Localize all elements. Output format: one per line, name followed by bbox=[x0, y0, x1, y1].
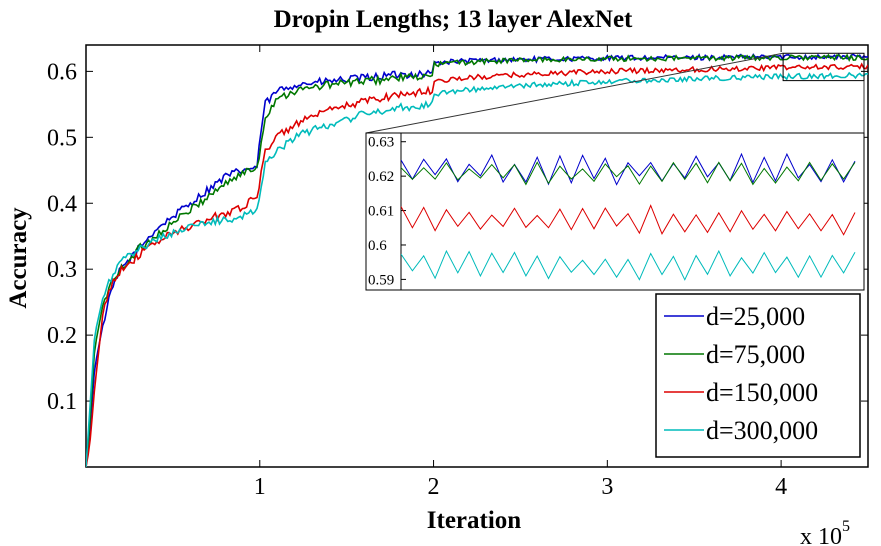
legend-label: d=25,000 bbox=[706, 302, 805, 331]
zoom-region bbox=[782, 52, 865, 82]
series-line bbox=[86, 62, 868, 467]
y-tick-label: 0.5 bbox=[47, 125, 77, 151]
x-multiplier-exponent: 5 bbox=[842, 518, 850, 535]
series-line bbox=[86, 53, 868, 467]
x-tick-label: 1 bbox=[254, 474, 266, 500]
x-tick-label: 2 bbox=[428, 474, 440, 500]
legend-label: d=150,000 bbox=[706, 378, 818, 407]
x-axis-label: Iteration bbox=[427, 507, 522, 534]
x-axis-multiplier: x 105 bbox=[800, 518, 850, 546]
y-tick-label: 0.4 bbox=[47, 191, 77, 217]
inset-series-line bbox=[401, 204, 856, 236]
inset-y-tick-label: 0.61 bbox=[368, 204, 394, 220]
legend-label: d=300,000 bbox=[706, 416, 818, 445]
y-tick-label: 0.3 bbox=[47, 257, 77, 283]
inset-plot: 0.59 0.6 0.61 0.62 0.63 bbox=[365, 52, 865, 291]
inset-y-tick-label: 0.62 bbox=[368, 169, 394, 185]
y-tick-label: 0.6 bbox=[47, 59, 77, 85]
y-tick-label: 0.2 bbox=[47, 323, 77, 349]
inset-frame bbox=[400, 132, 865, 291]
x-multiplier-base: x 10 bbox=[800, 524, 842, 546]
series-line bbox=[86, 71, 868, 467]
inset-y-tick-label: 0.6 bbox=[368, 238, 387, 254]
y-axis-label: Accuracy bbox=[5, 207, 32, 309]
inset-series-line bbox=[401, 161, 856, 186]
x-tick-label: 4 bbox=[775, 474, 787, 500]
y-tick-label: 0.1 bbox=[47, 389, 77, 415]
inset-series-line bbox=[401, 152, 856, 186]
legend: d=25,000 d=75,000 d=150,000 d=300,000 bbox=[655, 293, 861, 458]
inset-series-line bbox=[401, 249, 856, 281]
zoom-connector bbox=[365, 52, 784, 134]
inset-y-tick-label: 0.59 bbox=[368, 272, 394, 288]
inset-y-tick-label: 0.63 bbox=[368, 135, 394, 151]
x-tick-label: 3 bbox=[601, 474, 613, 500]
inset-background bbox=[365, 132, 865, 291]
chart-title: Dropin Lengths; 13 layer AlexNet bbox=[274, 6, 633, 33]
legend-label: d=75,000 bbox=[706, 340, 805, 369]
legend-box bbox=[655, 293, 861, 458]
